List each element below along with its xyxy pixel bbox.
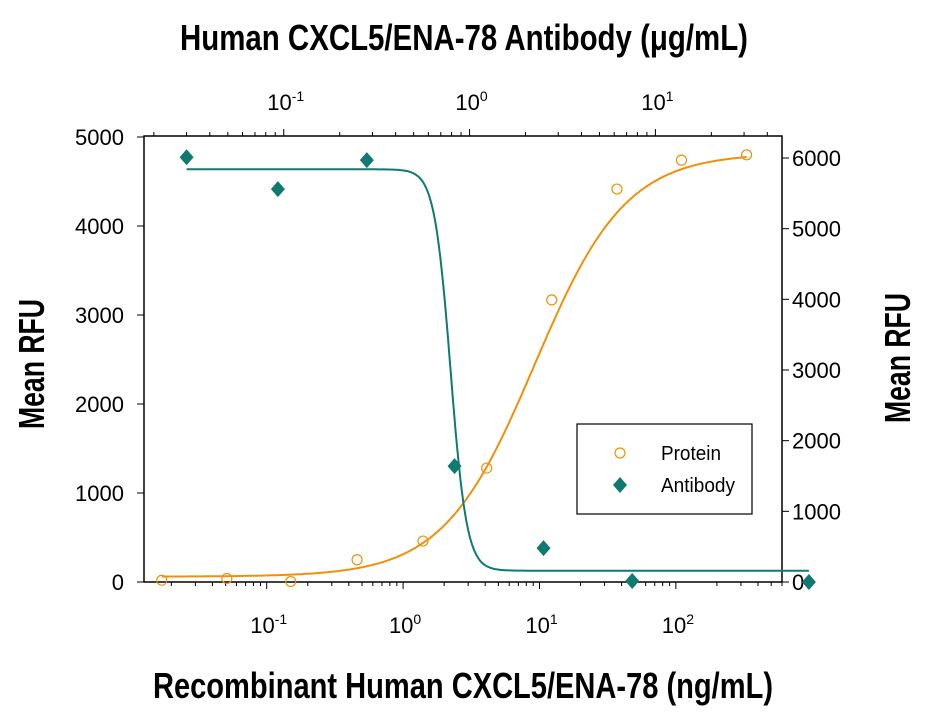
antibody-data-point: [625, 572, 640, 589]
y-left-tick-label: 4000: [75, 214, 124, 239]
protein-data-point: [675, 154, 688, 166]
x-bottom-tick-label: 10-1: [250, 611, 287, 638]
x-bottom-tick-label: 101: [525, 611, 557, 638]
y-left-tick-label: 2000: [75, 392, 124, 417]
protein-data-point: [611, 183, 623, 195]
legend-box: [576, 423, 753, 515]
legend-antibody-label: Antibody: [661, 475, 735, 497]
y-right-tick-label: 6000: [792, 146, 841, 171]
y-right-tick-label: 2000: [792, 429, 841, 454]
y-right-tick-label: 4000: [792, 287, 841, 312]
chart-title: Human CXCL5/ENA-78 Antibody (μg/mL): [180, 17, 748, 58]
y-left-tick-label: 3000: [75, 303, 124, 328]
y-right-tick-label: 0: [792, 570, 804, 595]
y-left-tick-label: 0: [112, 570, 124, 595]
protein-data-point: [481, 462, 493, 474]
protein-fit-curve: [161, 156, 747, 578]
y-left-tick-label: 5000: [75, 125, 124, 150]
legend-protein-label: Protein: [661, 443, 721, 465]
protein-data-point: [285, 575, 297, 588]
antibody-data-point: [270, 181, 285, 198]
antibody-fit-curve: [186, 168, 809, 572]
x-axis-label: Recombinant Human CXCL5/ENA-78 (ng/mL): [153, 665, 773, 706]
protein-data-point: [546, 294, 558, 306]
y-right-tick-label: 3000: [792, 358, 841, 383]
x-bottom-tick-label: 100: [389, 611, 421, 638]
legend-protein-marker: [614, 447, 626, 459]
y-right-tick-label: 1000: [792, 499, 841, 524]
protein-data-point: [156, 574, 168, 586]
protein-data-point: [740, 149, 753, 161]
x-bottom-tick-label: 102: [662, 611, 694, 638]
y-right-tick-label: 5000: [792, 217, 841, 242]
protein-data-point: [221, 572, 233, 585]
antibody-data-point: [179, 149, 194, 166]
antibody-data-point: [359, 152, 374, 169]
antibody-data-point: [447, 458, 462, 475]
x-top-tick-label: 101: [641, 88, 673, 115]
y-left-tick-label: 1000: [75, 481, 124, 506]
legend-antibody-marker: [613, 477, 627, 493]
plot-frame: [143, 135, 783, 583]
x-top-tick-label: 100: [455, 88, 487, 115]
legend: Protein Antibody: [576, 423, 753, 515]
antibody-data-point: [536, 540, 551, 557]
protein-data-point: [417, 535, 429, 547]
protein-data-point: [351, 554, 363, 566]
y-axis-label-right: Mean RFU: [877, 293, 918, 423]
y-axis-label-left: Mean RFU: [11, 299, 52, 429]
antibody-data-point: [801, 574, 816, 590]
x-top-tick-label: 10-1: [267, 88, 304, 115]
